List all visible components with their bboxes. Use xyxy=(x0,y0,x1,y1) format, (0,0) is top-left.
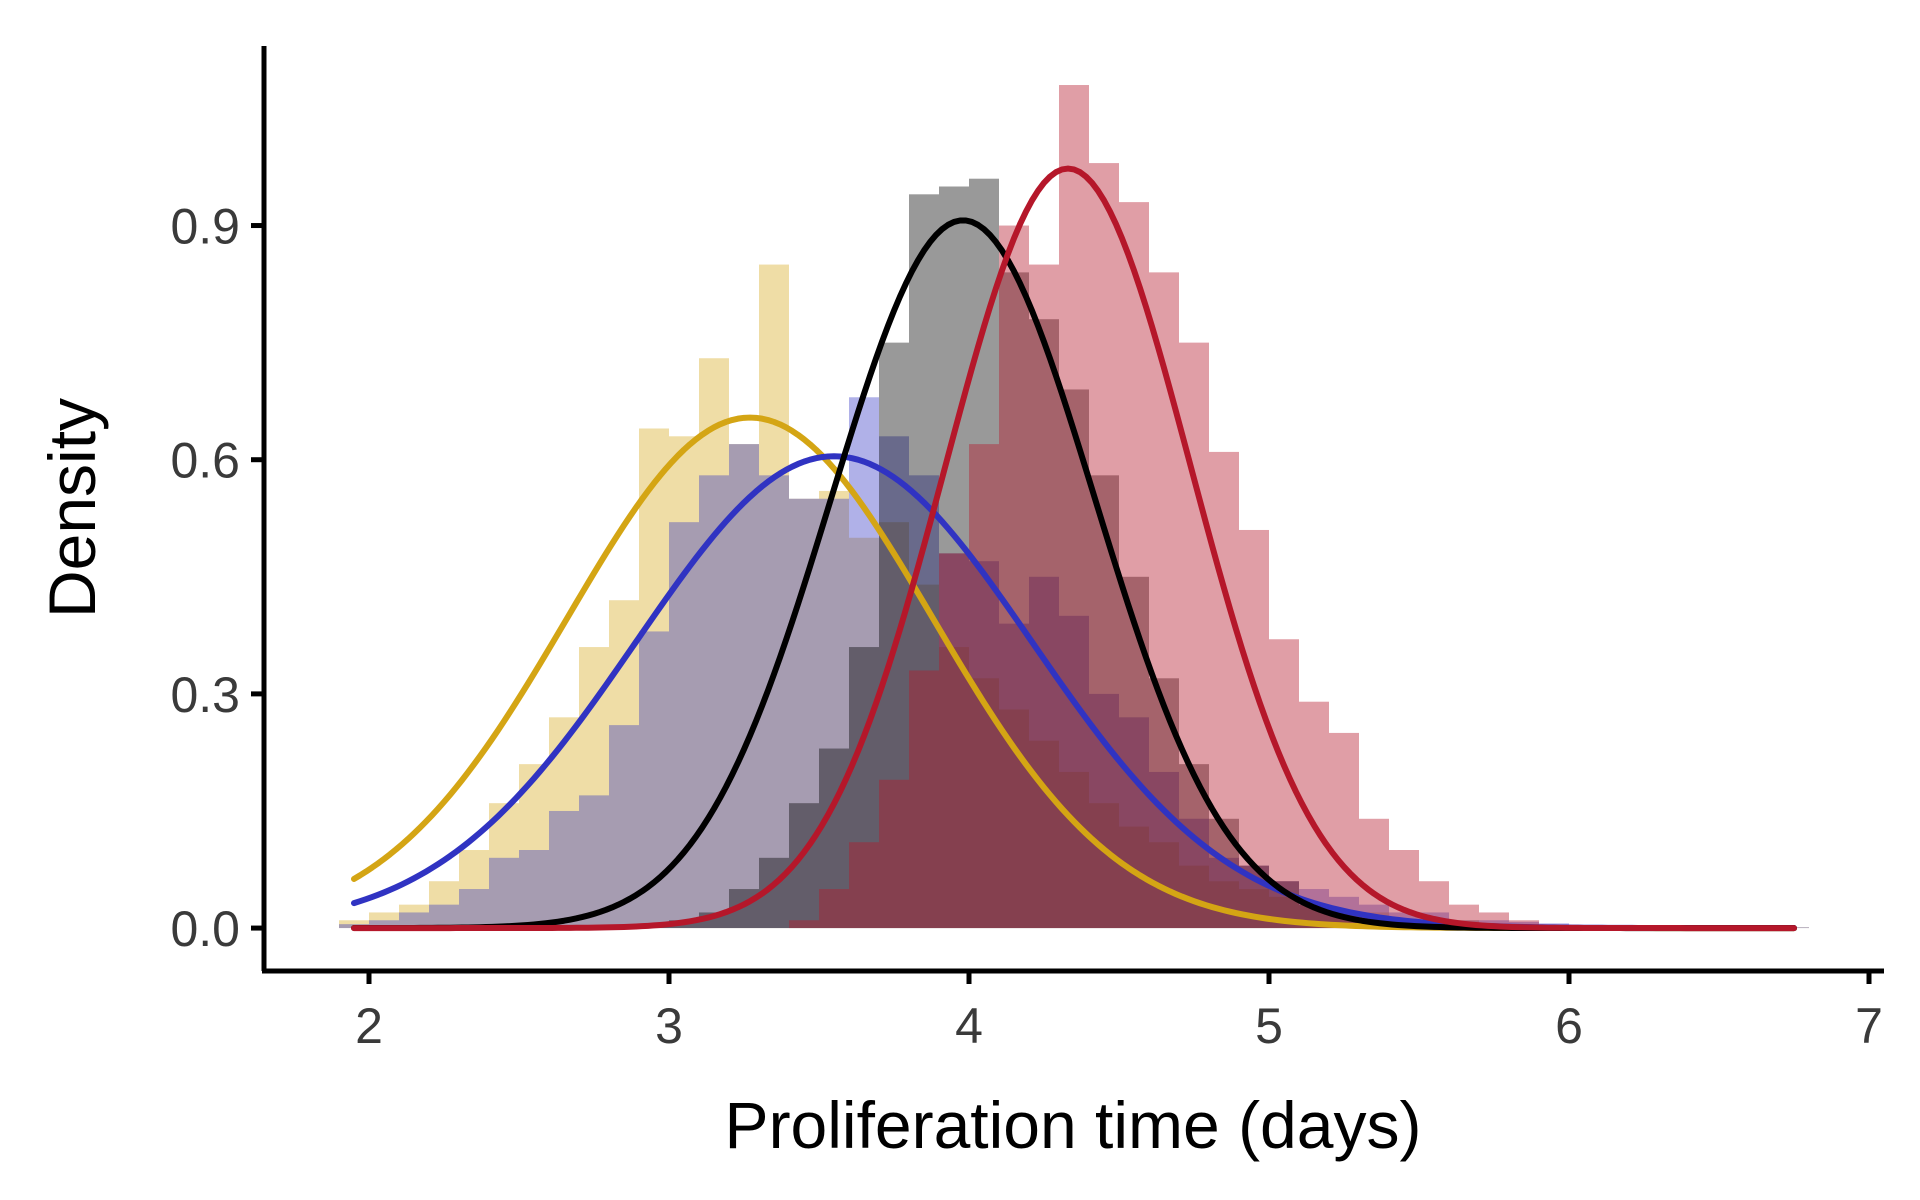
histogram-bar xyxy=(1119,717,1149,929)
histogram-bar xyxy=(789,920,819,929)
histogram-bar xyxy=(1329,732,1359,929)
histogram-bar xyxy=(1029,319,1059,929)
x-tick-label: 3 xyxy=(655,998,683,1054)
histogram-bar xyxy=(369,920,399,929)
histogram-bar xyxy=(519,850,549,929)
histogram-bar xyxy=(729,444,759,929)
density-curves xyxy=(351,165,1797,932)
histogram-bar xyxy=(819,498,849,929)
histogram-bar xyxy=(489,857,519,929)
y-axis-title: Density xyxy=(35,398,109,618)
histogram-bar xyxy=(1209,451,1239,929)
y-tick-label: 0.0 xyxy=(170,901,240,957)
x-tick-label: 5 xyxy=(1255,998,1283,1054)
x-axis-ticks: 2 3 4 5 6 7 xyxy=(355,971,1883,1054)
histogram-bar xyxy=(849,842,879,929)
histogram-bar xyxy=(849,647,879,929)
histogram-bar xyxy=(939,553,969,929)
histogram-bar xyxy=(1239,889,1269,929)
histogram-bar xyxy=(729,444,759,929)
histogram-bar xyxy=(1059,771,1089,929)
histogram-bar xyxy=(819,490,849,929)
histogram-bar xyxy=(939,186,969,929)
histogram-bar xyxy=(759,264,789,929)
histogram-bar xyxy=(999,225,1029,929)
histogram-bar xyxy=(1029,576,1059,929)
histogram-bar xyxy=(879,522,909,929)
histogram-bar xyxy=(999,623,1029,929)
histogram-bar xyxy=(1059,85,1089,929)
histogram-bar xyxy=(669,436,699,929)
y-tick-label: 0.9 xyxy=(170,199,240,255)
histogram-bar xyxy=(429,881,459,929)
histogram-bar xyxy=(579,647,609,929)
histogram-bar xyxy=(1059,615,1089,929)
histogram-bar xyxy=(969,561,999,929)
histogram-bar xyxy=(909,194,939,929)
histogram-bar xyxy=(459,850,489,929)
x-tick-label: 7 xyxy=(1855,998,1883,1054)
x-tick-label: 2 xyxy=(355,998,383,1054)
x-tick-label: 4 xyxy=(955,998,983,1054)
histogram-bar xyxy=(879,779,909,929)
histogram-bar xyxy=(939,647,969,929)
x-tick-label: 6 xyxy=(1555,998,1583,1054)
histogram-bar xyxy=(339,920,369,929)
histogram-bar xyxy=(1299,701,1329,929)
histogram-bar xyxy=(369,912,399,929)
series-1-bars xyxy=(339,397,1809,929)
histogram-bar xyxy=(699,358,729,929)
y-tick-label: 0.3 xyxy=(170,667,240,723)
histogram-bar xyxy=(1089,163,1119,929)
histogram-bar xyxy=(549,810,579,929)
histogram-bar xyxy=(639,428,669,929)
histogram-bar xyxy=(399,912,429,929)
histogram-bar xyxy=(1359,818,1389,929)
histogram-bar xyxy=(1059,389,1089,929)
histogram-bar xyxy=(1089,803,1119,929)
histogram-bar xyxy=(399,904,429,929)
histogram-bar xyxy=(909,584,939,929)
y-tick-label: 0.6 xyxy=(170,433,240,489)
histogram-bar xyxy=(909,670,939,929)
histogram-bar xyxy=(849,397,879,929)
histogram-bar xyxy=(429,904,459,929)
histogram-bar xyxy=(939,553,969,929)
histogram-bar xyxy=(819,889,849,929)
histogram-bar xyxy=(699,475,729,929)
y-axis-ticks: 0.0 0.3 0.6 0.9 xyxy=(170,199,264,957)
histogram-bar xyxy=(1119,202,1149,929)
histogram-bar xyxy=(579,795,609,929)
histogram-bars xyxy=(339,85,1809,929)
density-curve-3 xyxy=(351,165,1797,932)
histogram-bar xyxy=(459,889,489,929)
histogram-bar xyxy=(879,342,909,929)
x-axis-title: Proliferation time (days) xyxy=(725,1088,1422,1162)
